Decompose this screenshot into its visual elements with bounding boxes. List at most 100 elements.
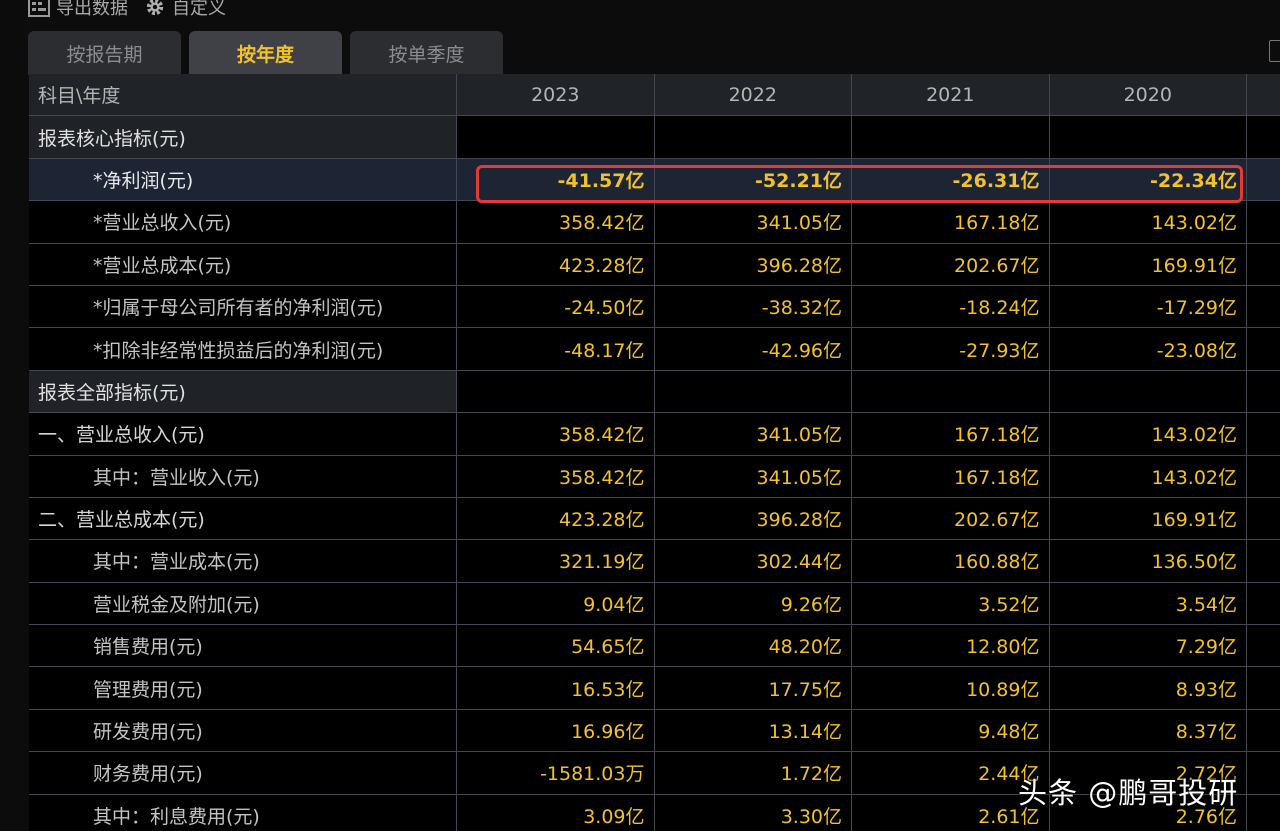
tab-by-report-period[interactable]: 按报告期 bbox=[28, 31, 181, 75]
row-label: 报表核心指标(元) bbox=[29, 116, 457, 159]
table-row[interactable]: *营业总收入(元) 358.42亿 341.05亿 167.18亿 143.02亿 bbox=[29, 201, 1280, 244]
value-cell: 302.44亿 bbox=[654, 540, 852, 583]
tab-by-year[interactable]: 按年度 bbox=[189, 31, 342, 75]
table-row[interactable]: *扣除非经常性损益后的净利润(元) -48.17亿 -42.96亿 -27.93亿 -2… bbox=[29, 328, 1280, 371]
overflow-cell bbox=[1247, 243, 1280, 286]
row-label: 其中：营业成本(元) bbox=[29, 540, 457, 583]
row-label: 营业税金及附加(元) bbox=[29, 582, 457, 626]
value-cell: 2.61亿 bbox=[852, 794, 1050, 831]
value-cell: 341.05亿 bbox=[654, 455, 852, 498]
financial-table: 科目\年度 2023 2022 2021 2020 报表核心指标(元) *净利润(… bbox=[29, 74, 1280, 831]
value-cell: 8.93亿 bbox=[1049, 667, 1247, 710]
overflow-cell bbox=[1247, 370, 1280, 414]
table-row[interactable]: 管理费用(元) 16.53亿 17.75亿 10.89亿 8.93亿 bbox=[29, 667, 1280, 710]
row-label: 研发费用(元) bbox=[29, 709, 457, 753]
row-label: 销售费用(元) bbox=[29, 625, 457, 668]
table-row[interactable]: 一、营业总收入(元) 358.42亿 341.05亿 167.18亿 143.02亿 bbox=[29, 413, 1280, 456]
value-cell: 2.72亿 bbox=[1049, 752, 1247, 795]
row-label: *营业总成本(元) bbox=[29, 243, 457, 286]
table-header-row: 科目\年度 2023 2022 2021 2020 bbox=[29, 74, 1280, 117]
value-cell bbox=[1049, 116, 1247, 159]
value-cell: 2.76亿 bbox=[1049, 794, 1247, 831]
value-cell bbox=[852, 370, 1050, 414]
value-cell: 341.05亿 bbox=[654, 413, 852, 456]
customize-button[interactable]: 自定义 bbox=[144, 0, 226, 20]
overflow-cell bbox=[1247, 328, 1280, 371]
header-year-2022[interactable]: 2022 bbox=[654, 74, 852, 117]
value-cell: 136.50亿 bbox=[1049, 540, 1247, 583]
table-row[interactable]: 销售费用(元) 54.65亿 48.20亿 12.80亿 7.29亿 bbox=[29, 625, 1280, 668]
value-cell bbox=[457, 370, 655, 414]
overflow-cell bbox=[1247, 497, 1280, 541]
gear-icon bbox=[144, 0, 166, 17]
header-year-2020[interactable]: 2020 bbox=[1049, 74, 1247, 117]
table-row[interactable]: 营业税金及附加(元) 9.04亿 9.26亿 3.52亿 3.54亿 bbox=[29, 582, 1280, 626]
row-label: 报表全部指标(元) bbox=[29, 370, 457, 414]
value-cell: 9.26亿 bbox=[654, 582, 852, 626]
value-cell: -48.17亿 bbox=[457, 328, 655, 371]
value-cell: -1581.03万 bbox=[457, 752, 655, 795]
value-cell: -41.57亿 bbox=[457, 158, 655, 202]
header-year-2021[interactable]: 2021 bbox=[852, 74, 1050, 117]
overflow-cell bbox=[1247, 540, 1280, 583]
panel-toggle-checkbox[interactable] bbox=[1269, 40, 1280, 62]
overflow-cell bbox=[1247, 413, 1280, 456]
value-cell: 1.72亿 bbox=[654, 752, 852, 795]
row-label: *扣除非经常性损益后的净利润(元) bbox=[29, 328, 457, 371]
header-year-2023[interactable]: 2023 bbox=[457, 74, 655, 117]
overflow-cell bbox=[1247, 709, 1280, 753]
table-row[interactable]: 其中：营业收入(元) 358.42亿 341.05亿 167.18亿 143.02亿 bbox=[29, 455, 1280, 498]
value-cell: 3.30亿 bbox=[654, 794, 852, 831]
watermark: 头条 @鹏哥投研 bbox=[1018, 776, 1239, 810]
table-row[interactable]: 其中：利息费用(元) 3.09亿 3.30亿 2.61亿 2.76亿 bbox=[29, 794, 1280, 831]
value-cell: 202.67亿 bbox=[852, 497, 1050, 541]
export-icon bbox=[28, 0, 50, 17]
value-cell: -23.08亿 bbox=[1049, 328, 1247, 371]
value-cell: -17.29亿 bbox=[1049, 285, 1247, 329]
overflow-cell bbox=[1247, 752, 1280, 795]
value-cell: 3.09亿 bbox=[457, 794, 655, 831]
table-row[interactable]: 研发费用(元) 16.96亿 13.14亿 9.48亿 8.37亿 bbox=[29, 709, 1280, 753]
value-cell: -27.93亿 bbox=[852, 328, 1050, 371]
value-cell: 17.75亿 bbox=[654, 667, 852, 710]
value-cell: 3.52亿 bbox=[852, 582, 1050, 626]
table-row[interactable]: *营业总成本(元) 423.28亿 396.28亿 202.67亿 169.91亿 bbox=[29, 243, 1280, 286]
value-cell: 321.19亿 bbox=[457, 540, 655, 583]
value-cell: 160.88亿 bbox=[852, 540, 1050, 583]
value-cell: 169.91亿 bbox=[1049, 497, 1247, 541]
value-cell: 169.91亿 bbox=[1049, 243, 1247, 286]
value-cell: 8.37亿 bbox=[1049, 709, 1247, 753]
value-cell: 202.67亿 bbox=[852, 243, 1050, 286]
value-cell: 143.02亿 bbox=[1049, 455, 1247, 498]
overflow-cell bbox=[1247, 116, 1280, 159]
row-label: 其中：营业收入(元) bbox=[29, 455, 457, 498]
value-cell: 54.65亿 bbox=[457, 625, 655, 668]
value-cell bbox=[654, 370, 852, 414]
table-row[interactable]: 报表全部指标(元) bbox=[29, 370, 1280, 414]
value-cell: 7.29亿 bbox=[1049, 625, 1247, 668]
row-label: *归属于母公司所有者的净利润(元) bbox=[29, 285, 457, 329]
tab-by-quarter[interactable]: 按单季度 bbox=[350, 31, 503, 75]
export-data-button[interactable]: 导出数据 bbox=[28, 0, 128, 20]
value-cell: 16.96亿 bbox=[457, 709, 655, 753]
value-cell: 396.28亿 bbox=[654, 497, 852, 541]
value-cell: -38.32亿 bbox=[654, 285, 852, 329]
value-cell: 358.42亿 bbox=[457, 455, 655, 498]
table-row[interactable]: *净利润(元) -41.57亿 -52.21亿 -26.31亿 -22.34亿 bbox=[29, 158, 1280, 202]
row-label: 其中：利息费用(元) bbox=[29, 794, 457, 831]
table-row[interactable]: 二、营业总成本(元) 423.28亿 396.28亿 202.67亿 169.91亿 bbox=[29, 497, 1280, 541]
value-cell: 167.18亿 bbox=[852, 455, 1050, 498]
value-cell: -52.21亿 bbox=[654, 158, 852, 202]
table-row[interactable]: 报表核心指标(元) bbox=[29, 116, 1280, 159]
export-data-label: 导出数据 bbox=[56, 0, 128, 19]
row-label: 二、营业总成本(元) bbox=[29, 497, 457, 541]
value-cell: -22.34亿 bbox=[1049, 158, 1247, 202]
table-row[interactable]: 其中：营业成本(元) 321.19亿 302.44亿 160.88亿 136.50亿 bbox=[29, 540, 1280, 583]
value-cell: 3.54亿 bbox=[1049, 582, 1247, 626]
row-label: *营业总收入(元) bbox=[29, 201, 457, 244]
table-row[interactable]: *归属于母公司所有者的净利润(元) -24.50亿 -38.32亿 -18.24亿 -1… bbox=[29, 285, 1280, 329]
value-cell: 358.42亿 bbox=[457, 413, 655, 456]
table-row[interactable]: 财务费用(元) -1581.03万 1.72亿 2.44亿 2.72亿 bbox=[29, 752, 1280, 795]
value-cell: 167.18亿 bbox=[852, 201, 1050, 244]
customize-label: 自定义 bbox=[172, 0, 226, 19]
